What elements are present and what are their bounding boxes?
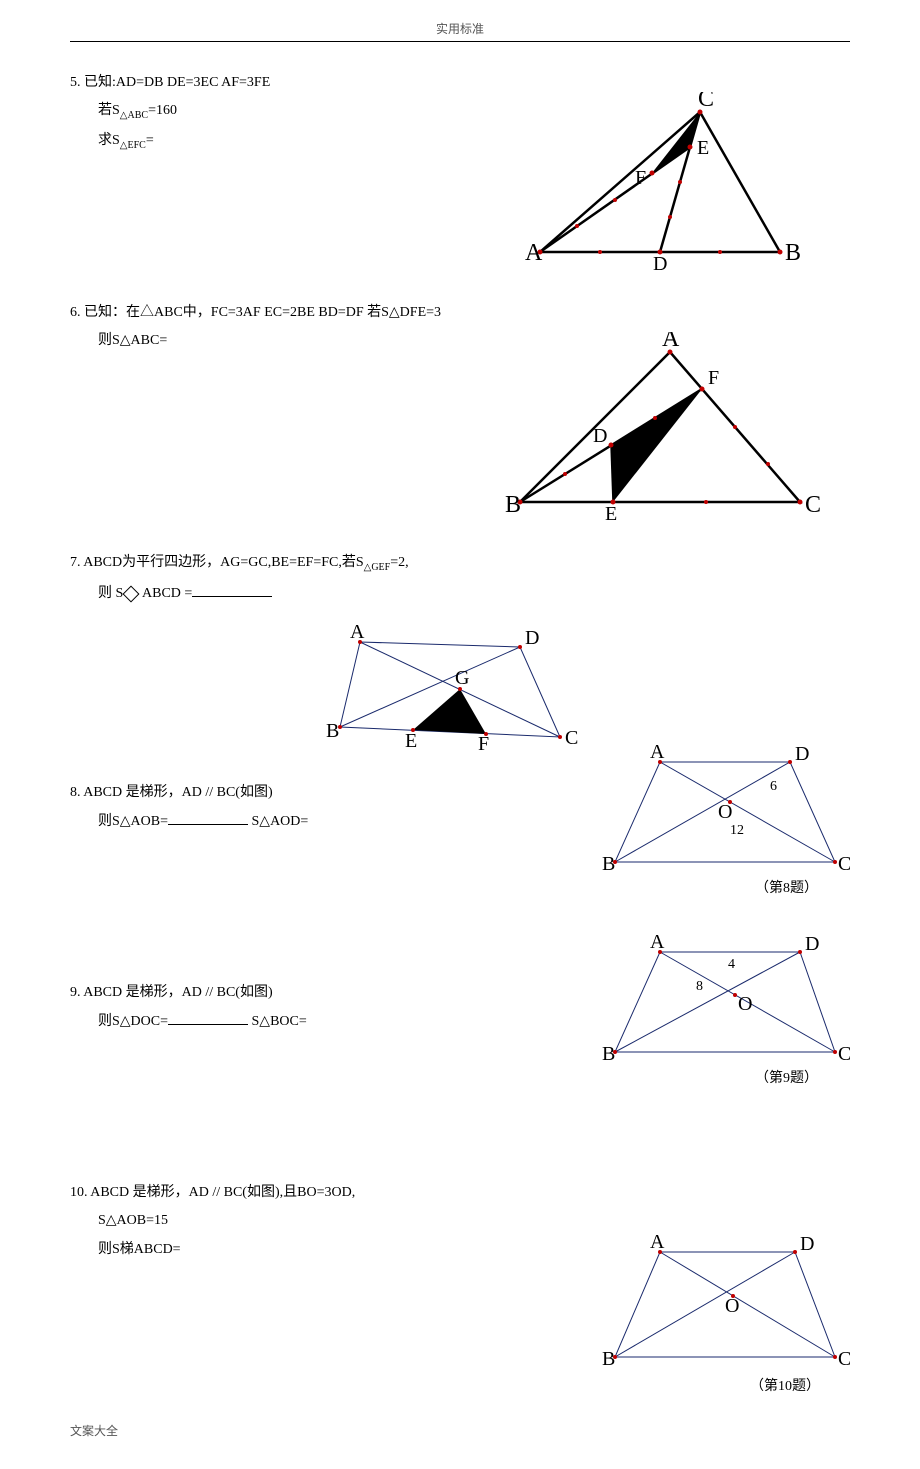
p7-l2a: 则 S <box>98 586 123 601</box>
svg-text:C: C <box>805 492 821 518</box>
p5-l3a: 求S <box>98 133 120 148</box>
svg-text:C: C <box>565 727 578 749</box>
svg-text:B: B <box>602 853 615 875</box>
svg-text:B: B <box>785 240 801 266</box>
svg-text:E: E <box>405 730 417 752</box>
figure-7: A D C B G E F <box>310 622 590 762</box>
svg-text:4: 4 <box>728 957 735 972</box>
svg-text:D: D <box>795 743 809 765</box>
p10-num: 10. <box>70 1185 88 1200</box>
svg-text:D: D <box>805 933 819 955</box>
p7-l1a: ABCD为平行四边形，AG=GC,BE=EF=FC,若S <box>83 555 363 570</box>
svg-text:B: B <box>602 1348 615 1370</box>
p9-l2a: 则S△DOC= <box>98 1014 168 1029</box>
svg-text:E: E <box>697 137 709 159</box>
p10-l3: 则S梯ABCD= <box>98 1242 181 1257</box>
parallelogram-icon <box>123 585 140 602</box>
svg-text:（第8题）: （第8题） <box>755 879 818 896</box>
p7-l1b: =2, <box>390 555 408 570</box>
figure-8: A D B C O 6 12 （第8题） <box>600 742 850 902</box>
svg-text:A: A <box>350 622 365 643</box>
svg-text:D: D <box>800 1233 814 1255</box>
svg-text:C: C <box>838 1043 850 1065</box>
problem-8: 8. ABCD 是梯形，AD // BC(如图) 则S△AOB= S△AOD= … <box>70 782 850 952</box>
svg-text:F: F <box>635 167 646 189</box>
p5-l3b: = <box>146 133 154 148</box>
svg-text:D: D <box>653 253 667 272</box>
p10-l1: ABCD 是梯形，AD // BC(如图),且BO=3OD, <box>90 1185 355 1200</box>
svg-text:A: A <box>650 1232 665 1253</box>
problem-7: 7. ABCD为平行四边形，AG=GC,BE=EF=FC,若S△GEF=2, 则… <box>70 552 850 752</box>
figure-9: A D B C O 4 8 （第9题） <box>600 932 850 1092</box>
figure-6: A B C D E F <box>500 332 850 522</box>
svg-text:E: E <box>605 503 617 522</box>
p5-l2b: =160 <box>148 103 177 118</box>
p7-num: 7. <box>70 555 81 570</box>
p8-l1: ABCD 是梯形，AD // BC(如图) <box>83 785 272 800</box>
problem-9: 9. ABCD 是梯形，AD // BC(如图) 则S△DOC= S△BOC= … <box>70 982 850 1152</box>
svg-text:C: C <box>838 1348 850 1370</box>
svg-text:8: 8 <box>696 979 703 994</box>
p9-num: 9. <box>70 985 81 1000</box>
blank-7 <box>192 582 272 597</box>
svg-text:O: O <box>725 1295 739 1317</box>
problem-5: 5. 已知:AD=DB DE=3EC AF=3FE 若S△ABC=160 求S△… <box>70 72 850 272</box>
p10-l2: S△AOB=15 <box>98 1213 168 1228</box>
svg-text:C: C <box>838 853 850 875</box>
p5-l1: 已知:AD=DB DE=3EC AF=3FE <box>84 75 270 90</box>
svg-text:A: A <box>525 240 543 266</box>
svg-text:F: F <box>478 733 489 755</box>
svg-text:C: C <box>698 92 714 112</box>
problem-10: 10. ABCD 是梯形，AD // BC(如图),且BO=3OD, S△AOB… <box>70 1182 850 1382</box>
page-footer: 文案大全 <box>70 1422 850 1439</box>
svg-text:（第10题）: （第10题） <box>750 1377 820 1394</box>
svg-text:G: G <box>455 667 469 689</box>
p5-l2a: 若S <box>98 103 120 118</box>
svg-text:O: O <box>738 993 752 1015</box>
p5-num: 5. <box>70 75 81 90</box>
svg-text:12: 12 <box>730 823 744 838</box>
p7-l2b: ABCD = <box>139 586 192 601</box>
figure-5: A B C D E F <box>520 92 820 272</box>
p7-l1sub: △GEF <box>364 562 391 573</box>
p9-l1: ABCD 是梯形，AD // BC(如图) <box>83 985 272 1000</box>
blank-8a <box>168 810 248 825</box>
page-header: 实用标准 <box>70 20 850 42</box>
p6-num: 6. <box>70 305 81 320</box>
p8-l2a: 则S△AOB= <box>98 814 168 829</box>
p5-l3sub: △EFC <box>120 140 146 151</box>
blank-9a <box>168 1010 248 1025</box>
svg-text:A: A <box>650 742 665 763</box>
p5-l2sub: △ABC <box>120 110 148 121</box>
svg-text:B: B <box>326 720 339 742</box>
problem-6: 6. 已知：在△ABC中，FC=3AF EC=2BE BD=DF 若S△DFE=… <box>70 302 850 522</box>
svg-text:A: A <box>650 932 665 953</box>
figure-10: A D B C O （第10题） <box>600 1232 850 1402</box>
svg-text:D: D <box>593 425 607 447</box>
svg-text:B: B <box>505 492 521 518</box>
svg-text:（第9题）: （第9题） <box>755 1069 818 1086</box>
svg-text:O: O <box>718 801 732 823</box>
svg-text:6: 6 <box>770 779 777 794</box>
p6-l2: 则S△ABC= <box>98 333 167 348</box>
p8-l2b: S△AOD= <box>252 814 309 829</box>
p8-num: 8. <box>70 785 81 800</box>
svg-text:A: A <box>662 332 680 352</box>
p6-l1: 已知：在△ABC中，FC=3AF EC=2BE BD=DF 若S△DFE=3 <box>84 305 441 320</box>
svg-text:B: B <box>602 1043 615 1065</box>
svg-text:D: D <box>525 627 539 649</box>
p9-l2b: S△BOC= <box>252 1014 307 1029</box>
svg-text:F: F <box>708 367 719 389</box>
